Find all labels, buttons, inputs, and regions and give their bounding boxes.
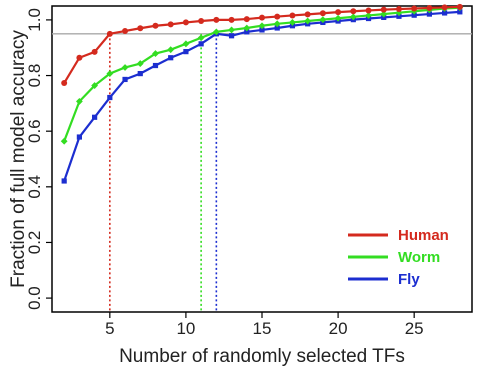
point-worm xyxy=(319,16,327,24)
plot-frame xyxy=(51,5,473,313)
x-tick-label: 25 xyxy=(405,319,424,338)
x-tick-label: 10 xyxy=(176,319,195,338)
point-human xyxy=(365,7,372,14)
point-human xyxy=(274,13,281,20)
point-human xyxy=(441,4,448,11)
series-line-fly xyxy=(63,10,460,182)
point-human xyxy=(289,12,296,19)
point-human xyxy=(61,80,68,87)
point-human xyxy=(152,22,159,29)
legend-label-worm: Worm xyxy=(398,249,440,266)
point-worm xyxy=(349,13,357,21)
point-worm xyxy=(91,82,99,89)
series-human xyxy=(61,3,463,87)
point-human xyxy=(243,16,250,23)
point-human xyxy=(228,16,235,23)
point-human xyxy=(213,16,220,23)
point-fly xyxy=(152,62,159,69)
point-fly xyxy=(426,11,432,17)
point-fly xyxy=(457,9,463,15)
point-human xyxy=(380,6,387,13)
y-axis-label: Fraction of full model accuracy xyxy=(8,30,29,288)
x-tick-label: 5 xyxy=(105,319,114,338)
y-tick-label: 0.0 xyxy=(25,286,44,310)
point-fly xyxy=(137,70,143,77)
point-human xyxy=(411,5,418,12)
x-tick-label: 15 xyxy=(253,319,272,338)
point-worm xyxy=(75,98,83,105)
legend-label-fly: Fly xyxy=(398,271,420,288)
point-human xyxy=(91,48,98,55)
x-tick-label: 20 xyxy=(329,319,348,338)
reference-lines xyxy=(52,33,472,312)
point-human xyxy=(426,4,433,11)
point-worm xyxy=(197,34,205,42)
point-worm xyxy=(60,137,68,145)
series-fly xyxy=(61,9,463,184)
point-worm xyxy=(212,28,220,36)
legend: Human Worm Fly xyxy=(348,227,449,288)
point-fly xyxy=(168,55,174,61)
point-fly xyxy=(228,33,235,39)
axes: 5 10 15 20 25 0.0 0.2 0.4 0.6 0.8 1.0 xyxy=(25,8,424,338)
point-worm xyxy=(228,26,235,34)
point-human xyxy=(182,19,189,26)
point-human xyxy=(76,54,83,61)
point-worm xyxy=(167,46,175,54)
point-fly xyxy=(183,49,189,55)
point-fly xyxy=(76,134,82,140)
y-tick-label: 0.2 xyxy=(25,231,44,255)
point-fly xyxy=(122,76,128,83)
point-worm xyxy=(304,17,312,25)
point-worm xyxy=(182,40,190,48)
point-worm xyxy=(289,19,296,26)
point-worm xyxy=(136,60,144,67)
point-worm xyxy=(106,70,114,77)
point-human xyxy=(259,14,265,21)
point-human xyxy=(395,6,402,13)
point-human xyxy=(198,18,205,25)
point-fly xyxy=(274,25,280,31)
point-worm xyxy=(243,24,251,32)
point-human xyxy=(335,9,342,16)
point-human xyxy=(167,21,174,28)
y-tick-label: 1.0 xyxy=(25,8,44,32)
point-fly xyxy=(442,10,448,16)
point-worm xyxy=(258,22,266,30)
point-fly xyxy=(61,178,67,184)
point-human xyxy=(304,11,311,18)
series-worm xyxy=(60,4,464,145)
point-fly xyxy=(396,13,402,19)
point-human xyxy=(137,25,144,32)
point-worm xyxy=(334,14,342,22)
point-human xyxy=(456,3,463,10)
y-tick-label: 0.4 xyxy=(25,175,44,199)
x-axis-label: Number of randomly selected TFs xyxy=(119,346,405,367)
y-tick-label: 0.6 xyxy=(25,119,44,143)
data-series xyxy=(60,3,464,184)
point-fly xyxy=(259,27,265,33)
point-worm xyxy=(365,12,372,19)
point-worm xyxy=(121,64,129,71)
legend-label-human: Human xyxy=(398,227,449,244)
point-human xyxy=(319,10,326,17)
point-worm xyxy=(380,10,388,18)
point-worm xyxy=(273,20,281,28)
point-fly xyxy=(244,29,250,35)
point-human xyxy=(350,8,357,15)
point-worm xyxy=(152,50,159,57)
point-human xyxy=(106,30,113,37)
point-fly xyxy=(411,12,417,18)
point-fly xyxy=(92,114,98,120)
point-fly xyxy=(107,94,113,101)
point-human xyxy=(122,28,129,35)
y-tick-label: 0.8 xyxy=(25,64,44,88)
point-fly xyxy=(198,41,204,47)
